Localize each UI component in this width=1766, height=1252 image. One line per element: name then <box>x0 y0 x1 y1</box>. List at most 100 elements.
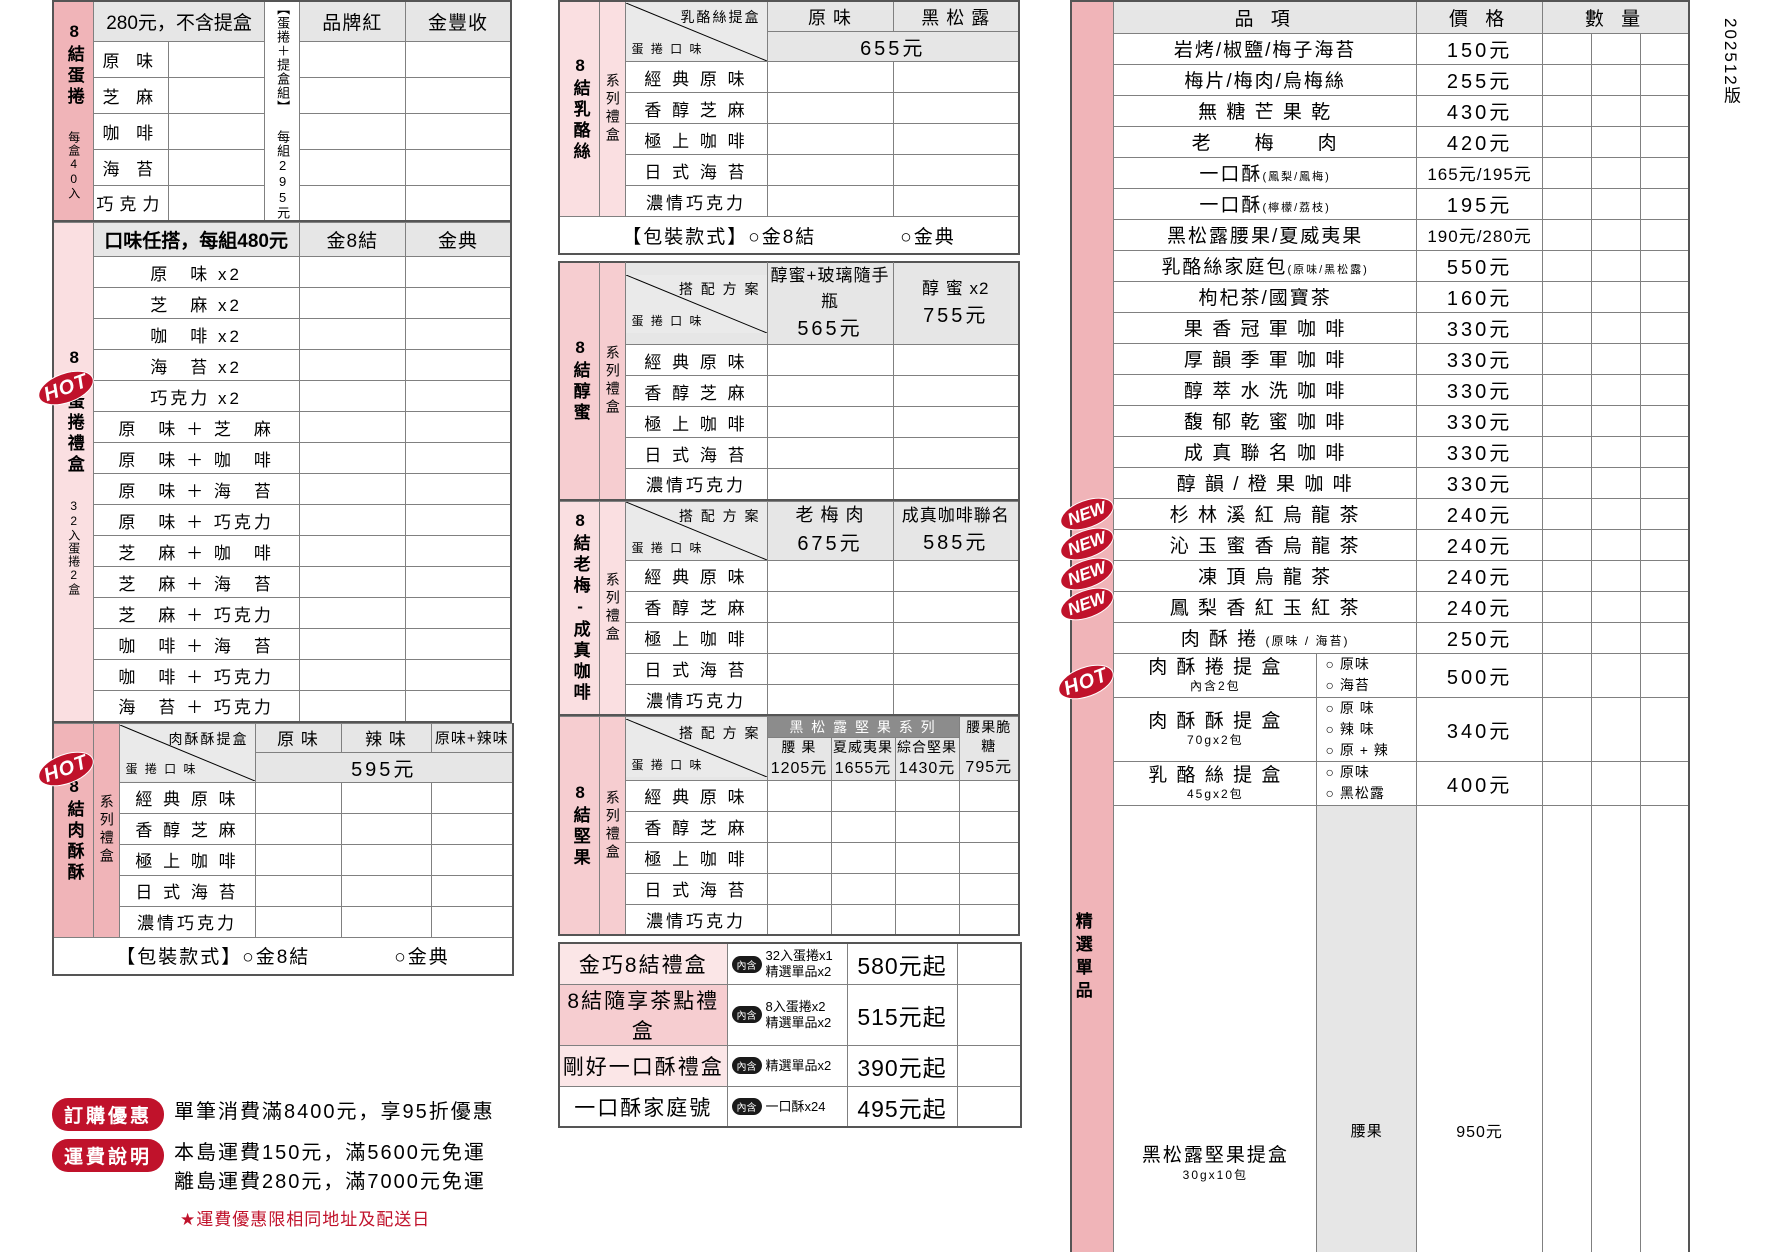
qty-cell[interactable] <box>254 843 342 876</box>
qty-cell[interactable] <box>1639 760 1690 806</box>
qty-cell[interactable] <box>956 1085 1022 1128</box>
qty-cell[interactable] <box>892 92 1020 124</box>
qty-cell[interactable] <box>405 318 512 350</box>
qty-cell[interactable] <box>1639 590 1690 623</box>
qty-cell[interactable] <box>892 123 1020 155</box>
qty-cell[interactable] <box>1590 342 1641 375</box>
qty-cell[interactable] <box>766 779 832 812</box>
qty-cell[interactable] <box>1542 32 1592 65</box>
qty-cell[interactable] <box>1590 528 1641 561</box>
qty-cell[interactable] <box>892 375 1020 407</box>
qty-cell[interactable] <box>254 781 342 814</box>
item-options[interactable]: ○ 原味 ○ 黑松露 <box>1316 760 1418 806</box>
qty-cell[interactable] <box>405 148 512 186</box>
qty-cell[interactable] <box>766 185 894 217</box>
qty-cell[interactable] <box>405 690 512 722</box>
qty-cell[interactable] <box>1639 621 1690 654</box>
qty-cell[interactable] <box>405 504 512 536</box>
qty-cell[interactable] <box>298 597 407 629</box>
qty-cell[interactable] <box>405 628 512 660</box>
qty-cell[interactable] <box>766 872 832 905</box>
qty-cell[interactable] <box>167 184 266 222</box>
qty-cell[interactable] <box>430 874 514 907</box>
qty-cell[interactable] <box>1542 342 1592 375</box>
qty-cell[interactable] <box>340 812 432 845</box>
qty-cell[interactable] <box>1590 804 1641 1252</box>
qty-cell[interactable] <box>766 590 894 623</box>
qty-cell[interactable] <box>340 874 432 907</box>
qty-cell[interactable] <box>766 344 894 376</box>
qty-cell[interactable] <box>430 843 514 876</box>
qty-cell[interactable] <box>1590 559 1641 592</box>
qty-cell[interactable] <box>1639 342 1690 375</box>
qty-cell[interactable] <box>1639 280 1690 313</box>
qty-cell[interactable] <box>1542 156 1592 189</box>
qty-cell[interactable] <box>766 810 832 843</box>
item-options[interactable]: ○ 原 味 ○ 辣 味 ○ 原 + 辣 <box>1316 696 1418 762</box>
qty-cell[interactable] <box>1542 94 1592 127</box>
qty-cell[interactable] <box>430 812 514 845</box>
qty-cell[interactable] <box>892 468 1020 500</box>
qty-cell[interactable] <box>405 473 512 505</box>
qty-cell[interactable] <box>956 1044 1022 1087</box>
qty-cell[interactable] <box>1639 466 1690 499</box>
qty-cell[interactable] <box>766 683 894 716</box>
qty-cell[interactable] <box>298 411 407 443</box>
qty-cell[interactable] <box>298 690 407 722</box>
qty-cell[interactable] <box>340 843 432 876</box>
qty-cell[interactable] <box>1590 590 1641 623</box>
qty-cell[interactable] <box>405 77 512 115</box>
qty-cell[interactable] <box>1590 63 1641 96</box>
qty-cell[interactable] <box>167 113 266 150</box>
qty-cell[interactable] <box>766 559 894 592</box>
qty-cell[interactable] <box>1590 652 1641 698</box>
qty-cell[interactable] <box>1590 125 1641 158</box>
qty-cell[interactable] <box>298 659 407 691</box>
qty-cell[interactable] <box>1542 804 1592 1252</box>
qty-cell[interactable] <box>766 621 894 654</box>
qty-cell[interactable] <box>1590 218 1641 251</box>
qty-cell[interactable] <box>405 349 512 381</box>
qty-cell[interactable] <box>892 154 1020 186</box>
qty-cell[interactable] <box>958 872 1020 905</box>
qty-cell[interactable] <box>1639 559 1690 592</box>
qty-cell[interactable] <box>1542 435 1592 468</box>
qty-cell[interactable] <box>405 659 512 691</box>
qty-cell[interactable] <box>405 535 512 567</box>
qty-cell[interactable] <box>298 184 407 222</box>
qty-cell[interactable] <box>766 92 894 124</box>
qty-cell[interactable] <box>1590 94 1641 127</box>
qty-cell[interactable] <box>298 473 407 505</box>
qty-cell[interactable] <box>1542 311 1592 344</box>
qty-cell[interactable] <box>894 872 960 905</box>
qty-cell[interactable] <box>830 841 896 874</box>
qty-cell[interactable] <box>340 905 432 938</box>
qty-cell[interactable] <box>405 380 512 412</box>
qty-cell[interactable] <box>830 903 896 936</box>
qty-cell[interactable] <box>766 123 894 155</box>
qty-cell[interactable] <box>1639 435 1690 468</box>
qty-cell[interactable] <box>1590 32 1641 65</box>
pork-packaging-note[interactable]: 【包裝款式】○金8結 ○金典 <box>52 936 514 975</box>
qty-cell[interactable] <box>298 113 407 150</box>
qty-cell[interactable] <box>1639 404 1690 437</box>
qty-cell[interactable] <box>1590 466 1641 499</box>
qty-cell[interactable] <box>892 683 1020 716</box>
qty-cell[interactable] <box>405 597 512 629</box>
qty-cell[interactable] <box>1590 156 1641 189</box>
qty-cell[interactable] <box>405 566 512 598</box>
qty-cell[interactable] <box>892 590 1020 623</box>
qty-cell[interactable] <box>1639 311 1690 344</box>
qty-cell[interactable] <box>298 77 407 115</box>
qty-cell[interactable] <box>298 628 407 660</box>
qty-cell[interactable] <box>892 185 1020 217</box>
qty-cell[interactable] <box>1639 249 1690 282</box>
qty-cell[interactable] <box>1542 466 1592 499</box>
qty-cell[interactable] <box>167 41 266 79</box>
qty-cell[interactable] <box>1542 125 1592 158</box>
qty-cell[interactable] <box>1639 63 1690 96</box>
qty-cell[interactable] <box>1590 435 1641 468</box>
qty-cell[interactable] <box>405 184 512 222</box>
qty-cell[interactable] <box>1542 187 1592 220</box>
qty-cell[interactable] <box>405 41 512 79</box>
